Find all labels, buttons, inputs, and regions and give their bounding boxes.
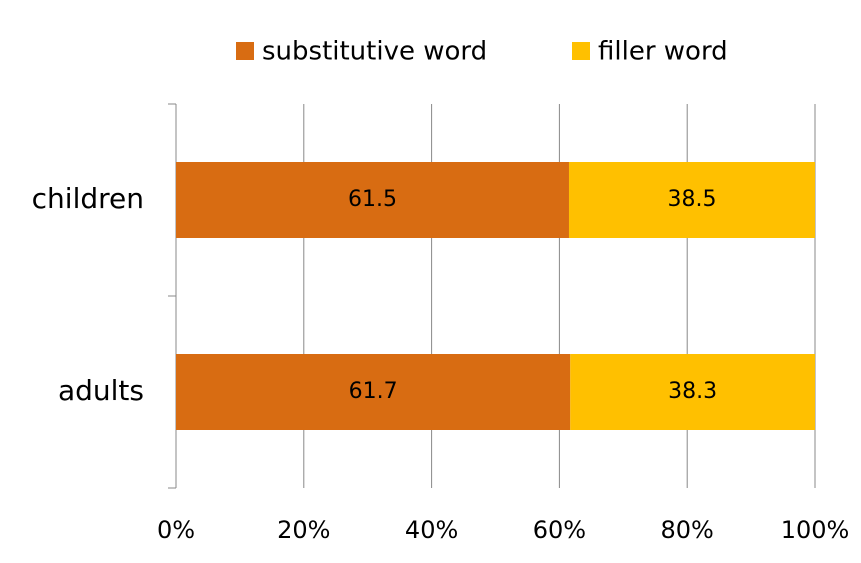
bar-segment bbox=[176, 162, 569, 238]
data-label: 38.3 bbox=[668, 379, 717, 404]
x-tick-label: 40% bbox=[405, 516, 458, 544]
legend-swatch bbox=[236, 42, 254, 60]
data-label: 38.5 bbox=[668, 187, 717, 212]
legend-label: filler word bbox=[598, 37, 728, 67]
y-tick-label: adults bbox=[58, 374, 144, 407]
legend-swatch bbox=[572, 42, 590, 60]
x-tick-label: 20% bbox=[277, 516, 330, 544]
x-tick-label: 100% bbox=[781, 516, 850, 544]
x-tick-label: 60% bbox=[533, 516, 586, 544]
bar-segment bbox=[176, 354, 571, 430]
data-label: 61.7 bbox=[349, 379, 398, 404]
data-label: 61.5 bbox=[348, 187, 397, 212]
legend-label: substitutive word bbox=[262, 37, 487, 67]
x-tick-label: 80% bbox=[661, 516, 714, 544]
y-tick-label: children bbox=[32, 182, 144, 215]
bar-segment bbox=[568, 162, 815, 238]
x-tick-label: 0% bbox=[157, 516, 195, 544]
bar-segment bbox=[570, 354, 815, 430]
